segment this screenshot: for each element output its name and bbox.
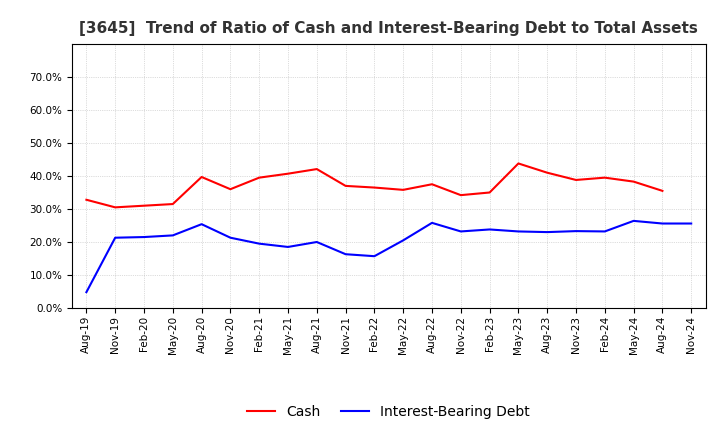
Title: [3645]  Trend of Ratio of Cash and Interest-Bearing Debt to Total Assets: [3645] Trend of Ratio of Cash and Intere… xyxy=(79,21,698,36)
Cash xyxy=(255,175,264,180)
Interest-Bearing Debt xyxy=(485,227,494,232)
Legend: Cash, Interest-Bearing Debt: Cash, Interest-Bearing Debt xyxy=(242,400,536,425)
Cash xyxy=(658,188,667,194)
Interest-Bearing Debt xyxy=(514,229,523,234)
Cash xyxy=(82,197,91,202)
Cash xyxy=(456,193,465,198)
Interest-Bearing Debt xyxy=(226,235,235,240)
Cash xyxy=(168,202,177,207)
Interest-Bearing Debt xyxy=(572,228,580,234)
Interest-Bearing Debt xyxy=(428,220,436,225)
Interest-Bearing Debt xyxy=(658,221,667,226)
Cash xyxy=(399,187,408,193)
Line: Interest-Bearing Debt: Interest-Bearing Debt xyxy=(86,221,691,292)
Cash xyxy=(514,161,523,166)
Cash xyxy=(370,185,379,190)
Interest-Bearing Debt xyxy=(629,218,638,224)
Interest-Bearing Debt xyxy=(399,238,408,243)
Cash xyxy=(629,179,638,184)
Interest-Bearing Debt xyxy=(197,221,206,227)
Cash xyxy=(485,190,494,195)
Interest-Bearing Debt xyxy=(341,252,350,257)
Cash xyxy=(312,166,321,172)
Interest-Bearing Debt xyxy=(140,235,148,240)
Interest-Bearing Debt xyxy=(82,290,91,295)
Interest-Bearing Debt xyxy=(168,233,177,238)
Interest-Bearing Debt xyxy=(370,253,379,259)
Interest-Bearing Debt xyxy=(284,244,292,249)
Cash xyxy=(140,203,148,209)
Interest-Bearing Debt xyxy=(255,241,264,246)
Cash xyxy=(543,170,552,175)
Cash xyxy=(197,174,206,180)
Cash xyxy=(341,183,350,188)
Cash xyxy=(226,187,235,192)
Cash xyxy=(572,177,580,183)
Interest-Bearing Debt xyxy=(111,235,120,240)
Cash xyxy=(428,182,436,187)
Interest-Bearing Debt xyxy=(600,229,609,234)
Cash xyxy=(284,171,292,176)
Cash xyxy=(111,205,120,210)
Interest-Bearing Debt xyxy=(312,239,321,245)
Line: Cash: Cash xyxy=(86,163,662,207)
Interest-Bearing Debt xyxy=(456,229,465,234)
Cash xyxy=(600,175,609,180)
Interest-Bearing Debt xyxy=(543,230,552,235)
Interest-Bearing Debt xyxy=(687,221,696,226)
